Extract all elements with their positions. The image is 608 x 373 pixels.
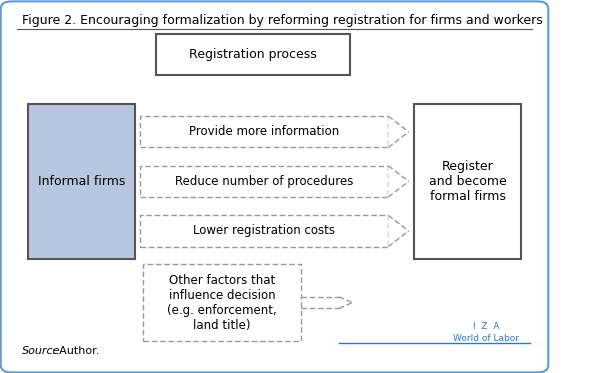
FancyBboxPatch shape: [156, 34, 350, 75]
Polygon shape: [389, 166, 409, 197]
FancyBboxPatch shape: [27, 104, 135, 258]
Text: I  Z  A
World of Labor: I Z A World of Labor: [453, 322, 519, 343]
Text: Lower registration costs: Lower registration costs: [193, 225, 336, 238]
Text: Registration process: Registration process: [189, 48, 317, 61]
FancyBboxPatch shape: [414, 104, 522, 258]
Text: Provide more information: Provide more information: [189, 125, 339, 138]
Text: Source: Source: [22, 346, 61, 356]
FancyBboxPatch shape: [143, 264, 302, 341]
Text: Register
and become
formal firms: Register and become formal firms: [429, 160, 506, 203]
Text: : Author.: : Author.: [52, 346, 99, 356]
Polygon shape: [389, 215, 409, 247]
Text: Reduce number of procedures: Reduce number of procedures: [175, 175, 353, 188]
FancyBboxPatch shape: [140, 116, 389, 147]
FancyBboxPatch shape: [140, 166, 389, 197]
Text: Other factors that
influence decision
(e.g. enforcement,
land title): Other factors that influence decision (e…: [167, 274, 277, 332]
Polygon shape: [389, 116, 409, 147]
Text: Informal firms: Informal firms: [38, 175, 125, 188]
Text: Figure 2. Encouraging formalization by reforming registration for firms and work: Figure 2. Encouraging formalization by r…: [22, 14, 543, 27]
FancyBboxPatch shape: [140, 215, 389, 247]
